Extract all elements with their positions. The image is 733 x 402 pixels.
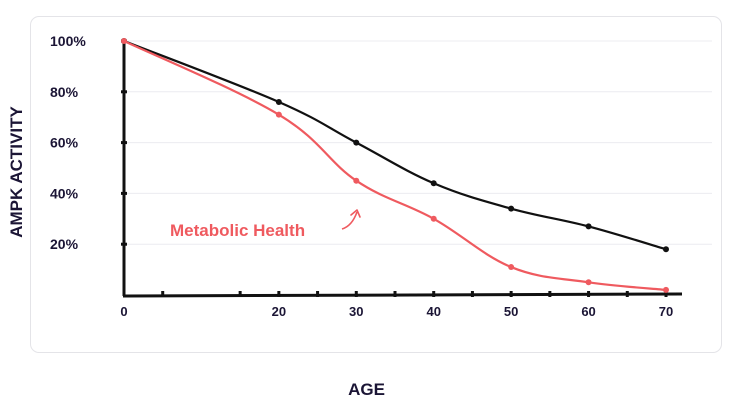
data-point-baseline-40 bbox=[430, 180, 437, 187]
x-tick-label-0: 0 bbox=[120, 304, 127, 319]
y-tick-label-40: 40% bbox=[50, 185, 79, 201]
x-tick-label-20: 20 bbox=[272, 304, 286, 319]
data-point-baseline-60 bbox=[585, 223, 592, 230]
y-tick-label-60: 60% bbox=[50, 135, 79, 151]
data-point-baseline-30 bbox=[353, 139, 360, 146]
x-tick-label-60: 60 bbox=[581, 304, 595, 319]
x-axis-label: AGE bbox=[348, 380, 385, 399]
x-tick-label-30: 30 bbox=[349, 304, 363, 319]
series-line-metabolic-health bbox=[123, 40, 667, 292]
annotation-arrow bbox=[341, 211, 358, 230]
series-label-metabolic-health: Metabolic Health bbox=[170, 221, 305, 240]
data-point-metabolic-health-40 bbox=[430, 215, 437, 222]
data-point-metabolic-health-0 bbox=[121, 38, 127, 44]
annotation-arrowhead bbox=[350, 209, 361, 218]
tick-labels: 20% 40% 60% 80% 100% 0 20 30 40 50 60 70 bbox=[50, 33, 673, 319]
series-line-baseline bbox=[123, 39, 667, 251]
y-tick-label-100: 100% bbox=[50, 33, 86, 49]
series-annotation: Metabolic Health bbox=[170, 209, 361, 240]
data-point-baseline-70 bbox=[663, 246, 669, 253]
data-point-metabolic-health-50 bbox=[508, 264, 515, 271]
y-tick-label-20: 20% bbox=[50, 236, 79, 252]
gridlines bbox=[124, 40, 712, 245]
data-point-metabolic-health-60 bbox=[585, 279, 592, 286]
axes bbox=[121, 39, 683, 298]
y-axis-label: AMPK ACTIVITY bbox=[7, 106, 26, 238]
y-tick-label-80: 80% bbox=[50, 84, 79, 100]
data-point-baseline-50 bbox=[508, 205, 515, 212]
data-point-metabolic-health-70 bbox=[663, 286, 669, 293]
data-point-baseline-20 bbox=[275, 98, 282, 105]
data-point-metabolic-health-30 bbox=[353, 177, 360, 184]
x-axis-line bbox=[122, 292, 683, 298]
x-tick-label-50: 50 bbox=[504, 304, 518, 319]
x-tick-label-70: 70 bbox=[659, 304, 673, 319]
x-tick-label-40: 40 bbox=[426, 304, 440, 319]
data-point-metabolic-health-20 bbox=[275, 111, 282, 118]
series-layer bbox=[121, 38, 669, 293]
